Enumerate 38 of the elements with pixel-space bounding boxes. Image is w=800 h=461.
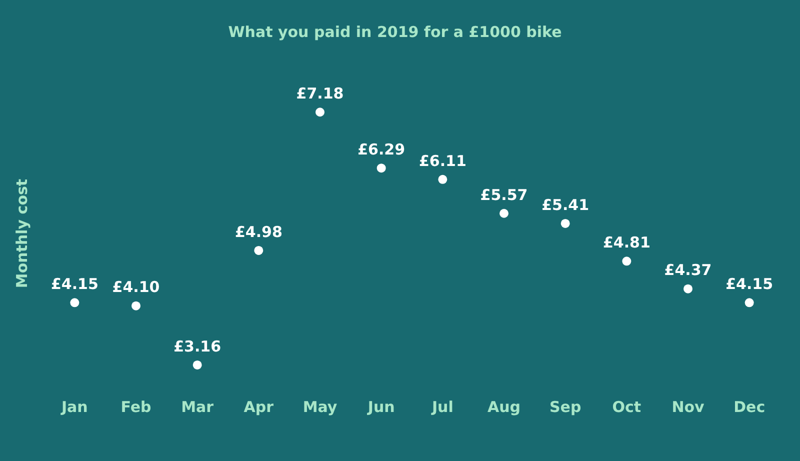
data-label: £4.98 [234, 222, 282, 241]
data-label: £5.57 [480, 186, 528, 204]
x-tick-label: Oct [612, 398, 642, 416]
data-label: £5.41 [542, 196, 590, 214]
x-tick-label: Dec [734, 398, 766, 416]
point [376, 164, 386, 173]
point [684, 284, 692, 294]
x-tick-label: Jun [366, 398, 395, 416]
point [132, 301, 140, 310]
x-tick-label: Sep [549, 398, 582, 416]
x-tick-label: Apr [244, 398, 274, 416]
point [192, 360, 202, 370]
point [70, 298, 80, 308]
data-label: £6.11 [418, 152, 466, 170]
data-label: £4.81 [602, 234, 650, 252]
point [316, 108, 324, 117]
x-tick-label: Mar [181, 398, 214, 416]
x-tick-label: Feb [120, 398, 152, 416]
data-label: £7.18 [296, 84, 344, 103]
point [500, 208, 508, 218]
y-axis-title: Monthly cost [12, 178, 31, 288]
x-tick-label: Aug [487, 398, 521, 416]
point [622, 256, 632, 266]
x-tick-label: May [302, 398, 338, 416]
x-tick-label: Nov [672, 398, 705, 416]
x-tick-label: Jan [60, 398, 88, 416]
data-label: £4.37 [664, 261, 712, 280]
data-label: £6.29 [358, 140, 406, 158]
data-label: £4.15 [726, 275, 774, 294]
point [438, 174, 448, 184]
data-label: £3.16 [174, 337, 222, 356]
data-label: £4.15 [50, 275, 98, 294]
point [254, 246, 264, 255]
point [744, 298, 754, 308]
point [560, 218, 570, 228]
x-tick-label: Jul [430, 398, 454, 416]
chart-title: What you paid in 2019 for a £1000 bike [228, 22, 562, 41]
data-label: £4.10 [112, 278, 160, 296]
